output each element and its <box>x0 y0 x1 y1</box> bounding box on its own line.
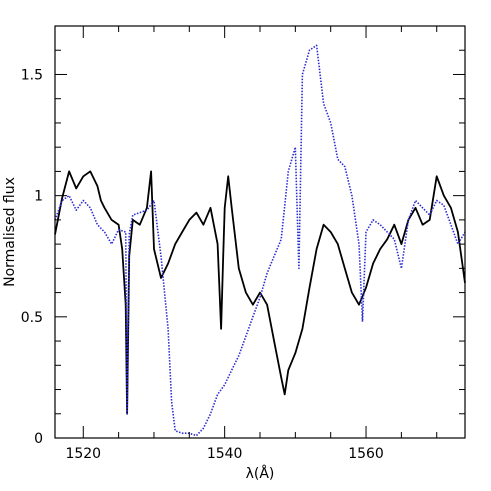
series-layer <box>54 44 466 437</box>
y-tick-label: 1 <box>34 189 43 205</box>
y-axis-title: Normalised flux <box>2 177 18 287</box>
blue-dotted-spectrum-line <box>54 44 466 437</box>
x-tick-label: 1540 <box>207 446 243 462</box>
x-tick-label: 1520 <box>65 446 101 462</box>
ticks-layer: 1520 1540 1560 0 0.5 1 1.5 <box>21 25 465 462</box>
y-tick-label: 1.5 <box>21 67 43 83</box>
black-spectrum-line <box>54 170 466 415</box>
plot-frame <box>54 25 466 439</box>
y-tick-label: 0 <box>34 431 43 447</box>
x-axis-title: λ(Å) <box>246 465 275 482</box>
y-tick-label: 0.5 <box>21 310 43 326</box>
x-tick-label: 1560 <box>348 446 384 462</box>
